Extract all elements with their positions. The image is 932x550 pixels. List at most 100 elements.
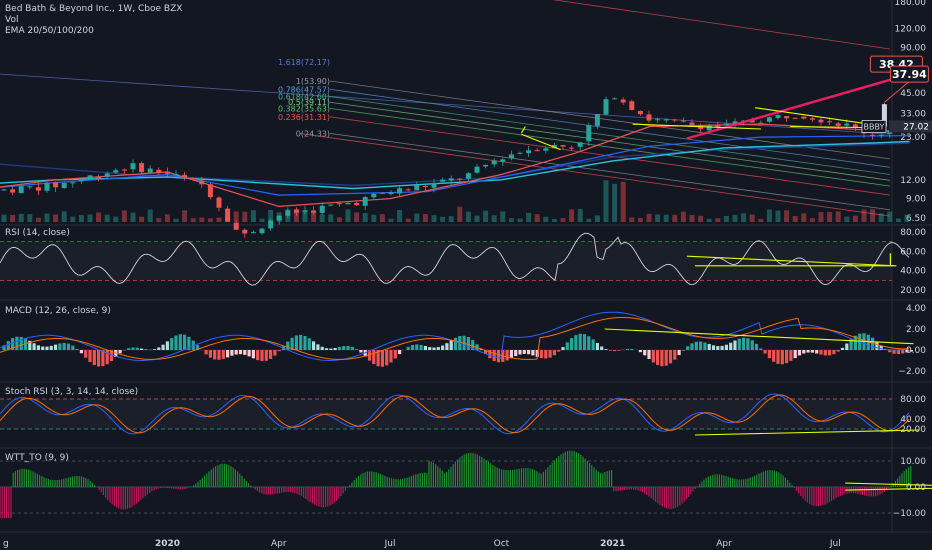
spike-candle-body [881, 104, 887, 127]
volume-bar [491, 215, 497, 222]
volume-bar [53, 214, 59, 222]
volume-bar [887, 211, 893, 222]
volume-bar [835, 211, 841, 222]
volume-bar [182, 210, 188, 222]
candle-body [663, 119, 669, 121]
candle-body [655, 119, 661, 121]
volume-label: Vol [5, 15, 19, 25]
macd-histogram-bar [651, 350, 655, 363]
macd-histogram-bar [694, 341, 698, 350]
stoch-band [0, 399, 892, 429]
candle-body [706, 125, 712, 131]
volume-bar [784, 210, 790, 222]
candle-body [586, 125, 592, 142]
macd-histogram-bar [406, 346, 410, 350]
macd-histogram-bar [819, 350, 823, 355]
macd-histogram-bar [131, 347, 135, 350]
volume-bar [775, 210, 781, 222]
macd-histogram-bar [238, 350, 243, 355]
macd-tick-label: 4.00 [906, 304, 926, 314]
macd-histogram-bar [836, 350, 840, 352]
macd-histogram-bar [668, 350, 673, 364]
candle-body [818, 119, 824, 123]
candle-body [354, 202, 360, 206]
macd-tick-label: 0.00 [906, 346, 926, 356]
macd-histogram-bar [823, 350, 827, 356]
candle-body [44, 182, 50, 191]
macd-histogram-bar [892, 350, 896, 354]
candle-body [551, 144, 557, 149]
candle-body [689, 122, 695, 125]
macd-histogram-bar [385, 350, 389, 366]
volume-bar [594, 215, 600, 222]
price-tick-label: 45.00 [900, 89, 926, 99]
macd-histogram-bar [471, 340, 475, 350]
candle-body [844, 123, 850, 126]
callout-last-value: 37.94 [892, 68, 927, 81]
macd-histogram-bar [118, 350, 122, 354]
candle-body [285, 210, 291, 216]
volume-bar [139, 216, 145, 222]
candle-body [61, 182, 67, 188]
macd-histogram-bar [544, 350, 548, 359]
candle-body [775, 115, 781, 118]
candle-body [182, 174, 188, 178]
volume-bar [397, 209, 403, 222]
macd-histogram-bar [699, 341, 703, 350]
macd-histogram-bar [324, 348, 329, 350]
yellow-trendline [521, 133, 561, 151]
macd-histogram-bar [871, 337, 875, 350]
volume-bar [44, 213, 50, 222]
macd-histogram-bar [226, 350, 230, 358]
volume-bar [534, 214, 540, 222]
macd-histogram-bar [204, 350, 208, 355]
price-tick-label: 6.50 [906, 214, 926, 224]
macd-histogram-bar [625, 348, 630, 350]
volume-bar [130, 212, 136, 222]
macd-tick-label: −2.00 [898, 367, 926, 377]
macd-histogram-bar [157, 347, 161, 350]
macd-histogram-bar [359, 350, 363, 353]
candle-body [70, 182, 76, 184]
candle-body [448, 178, 454, 181]
candle-body [577, 142, 583, 147]
volume-bar [371, 214, 377, 222]
volume-bar [689, 215, 695, 222]
macd-histogram-bar [754, 343, 759, 350]
volume-bar [233, 211, 239, 222]
candle-body [156, 169, 162, 173]
macd-histogram-bar [195, 345, 200, 350]
candle-body [78, 179, 84, 182]
volume-bar [440, 216, 446, 222]
yellow-trendline [520, 126, 526, 134]
macd-histogram-bar [398, 350, 402, 355]
candle-body [362, 197, 368, 206]
symbol-title: Bed Bath & Beyond Inc., 1W, Cboe BZX [5, 4, 183, 14]
macd-histogram-bar [11, 338, 15, 350]
volume-bar [818, 212, 824, 222]
candle-body [336, 203, 342, 205]
candle-body [1, 189, 7, 191]
macd-histogram-bar [849, 339, 853, 350]
price-tick-label: 180.00 [895, 0, 927, 8]
macd-histogram-bar [393, 350, 397, 359]
volume-bar [10, 214, 16, 222]
macd-histogram-bar [840, 347, 845, 350]
candle-body [732, 121, 738, 125]
volume-bar [474, 215, 480, 222]
candle-body [319, 205, 325, 213]
candle-body [18, 186, 24, 194]
time-tick-label: g [3, 539, 9, 549]
candle-body [207, 184, 213, 198]
macd-histogram-bar [187, 336, 191, 350]
macd-histogram-bar [217, 350, 221, 360]
macd-histogram-bar [423, 345, 427, 350]
volume-bar [113, 216, 119, 222]
macd-histogram-bar [815, 350, 819, 354]
volume-bar [715, 218, 721, 222]
candle-body [474, 166, 480, 173]
fib-line [552, 0, 891, 50]
macd-histogram-bar [28, 340, 32, 350]
macd-histogram-bar [49, 345, 53, 350]
